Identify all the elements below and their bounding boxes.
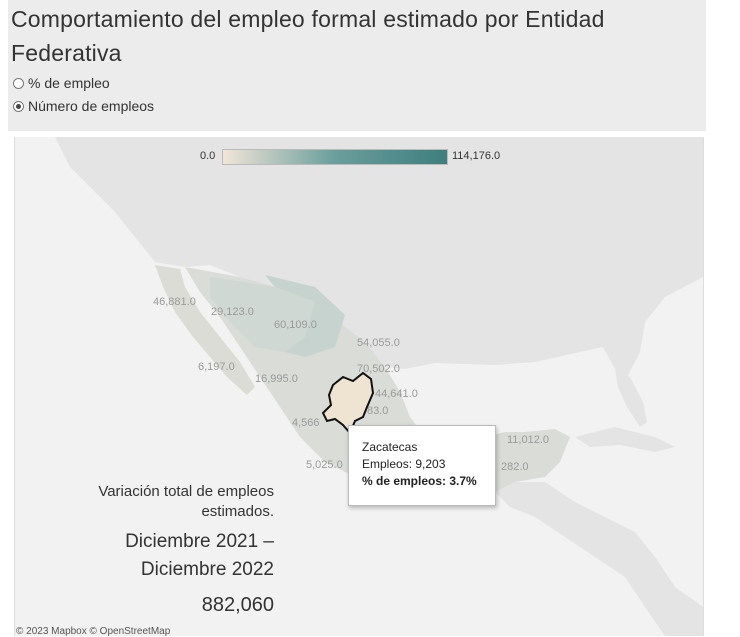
chihuahua-state <box>265 275 345 357</box>
radio-numero-empleos[interactable]: Número de empleos <box>13 98 154 114</box>
tooltip-percent: % de empleos: 3.7% <box>362 474 477 488</box>
radio-label: % de empleo <box>28 75 110 91</box>
baja-california <box>155 265 255 395</box>
color-legend-bar <box>222 149 448 165</box>
map-credits[interactable]: © 2023 Mapbox © OpenStreetMap <box>16 626 171 637</box>
cuba-land <box>575 427 675 452</box>
page-title: Comportamiento del empleo formal estimad… <box>11 6 605 66</box>
state-value-label: 70,502.0 <box>357 363 400 375</box>
state-value-label: 54,055.0 <box>357 337 400 349</box>
central-america <box>495 482 703 636</box>
usa-land <box>55 137 703 377</box>
state-value-label: 6,197.0 <box>198 361 235 373</box>
map-canvas <box>55 137 703 636</box>
summary-line1: Variación total de empleos <box>98 483 274 500</box>
state-value-label: 11,012.0 <box>507 434 550 446</box>
state-value-label: 60,109.0 <box>274 319 317 331</box>
state-value-label: 83.0 <box>367 405 389 417</box>
summary-period: Diciembre 2021 – Diciembre 2022 <box>125 528 274 584</box>
legend-min-label: 0.0 <box>200 150 216 162</box>
tooltip-state-name: Zacatecas <box>362 440 418 454</box>
radio-label: Número de empleos <box>28 98 155 114</box>
state-value-label: 282.0 <box>501 461 529 473</box>
florida-land <box>615 369 647 427</box>
choropleth-map[interactable]: 0.0 114,176.0 46,881.0 29,123.0 60,109.0… <box>14 137 704 636</box>
map-tooltip: Zacatecas Empleos: 9,203 % de empleos: 3… <box>348 425 496 506</box>
legend-max-label: 114,176.0 <box>452 150 501 162</box>
radio-button-icon[interactable] <box>13 77 24 89</box>
state-value-label: 46,881.0 <box>153 296 196 308</box>
state-value-label: 4,566 <box>292 417 320 429</box>
summary-period2: Diciembre 2022 <box>140 559 274 580</box>
state-value-label: 29,123.0 <box>211 306 254 318</box>
radio-button-selected-icon[interactable] <box>13 100 24 112</box>
summary-total: 882,060 <box>201 594 274 616</box>
state-value-label: 5,025.0 <box>306 459 343 471</box>
summary-caption: Variación total de empleos estimados. <box>98 482 274 522</box>
tooltip-empleos: Empleos: 9,203 <box>362 457 446 471</box>
header-panel: Comportamiento del empleo formal estimad… <box>8 0 706 131</box>
state-value-label: 44,641.0 <box>375 388 418 400</box>
zacatecas-state[interactable] <box>321 371 375 435</box>
northern-states <box>210 277 315 352</box>
radio-percent-empleo[interactable]: % de empleo <box>13 75 110 91</box>
summary-period1: Diciembre 2021 – <box>125 531 274 552</box>
summary-line2: estimados. <box>201 503 274 520</box>
state-value-label: 16,995.0 <box>255 373 298 385</box>
